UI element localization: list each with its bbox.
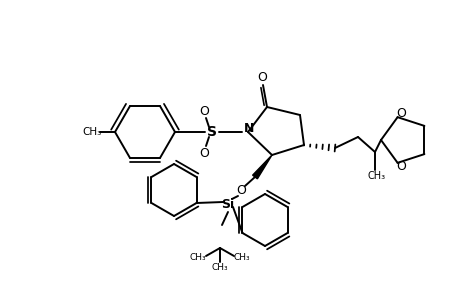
- Polygon shape: [252, 155, 271, 179]
- Text: CH₃: CH₃: [189, 254, 206, 262]
- Text: O: O: [235, 184, 246, 197]
- Text: Si: Si: [221, 199, 234, 212]
- Text: O: O: [199, 104, 208, 118]
- Text: O: O: [199, 146, 208, 160]
- Text: CH₃: CH₃: [367, 171, 385, 181]
- Text: CH₃: CH₃: [82, 127, 101, 137]
- Text: CH₃: CH₃: [233, 254, 250, 262]
- Text: O: O: [257, 70, 266, 83]
- Text: CH₃: CH₃: [211, 263, 228, 272]
- Text: N: N: [243, 122, 254, 134]
- Text: O: O: [396, 107, 406, 120]
- Text: S: S: [207, 125, 217, 139]
- Text: O: O: [396, 160, 406, 173]
